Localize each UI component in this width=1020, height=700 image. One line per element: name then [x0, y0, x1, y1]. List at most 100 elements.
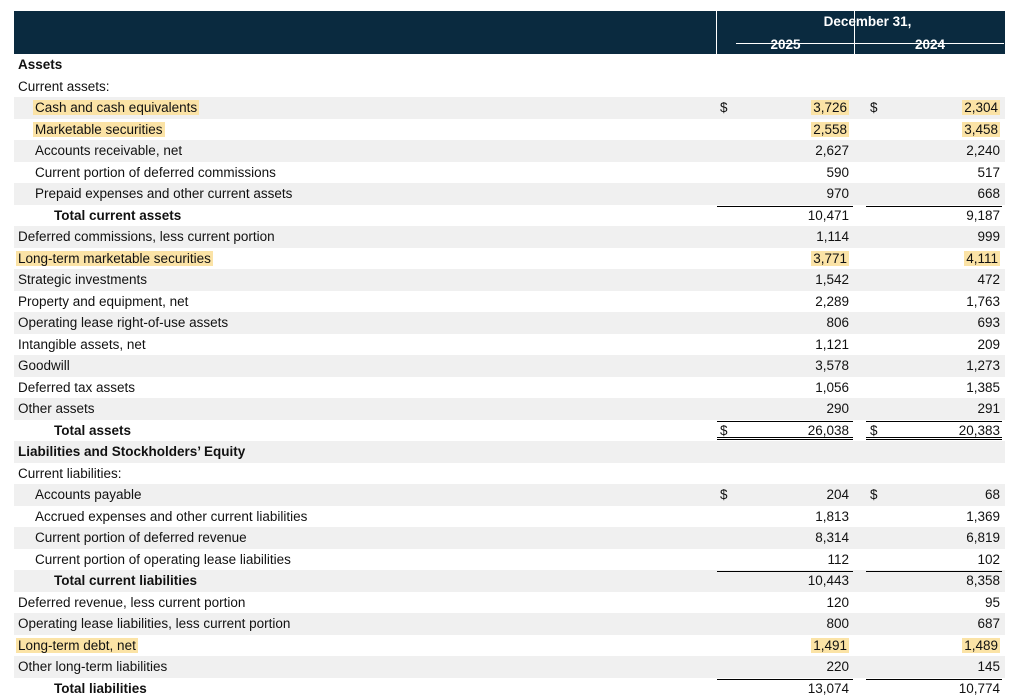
- table-row: Goodwill 3,578 1,273: [14, 355, 1005, 377]
- value-2025-text: 2,558: [811, 121, 849, 137]
- currency-symbol-2024: $: [870, 487, 878, 502]
- value-2025: 806: [774, 312, 849, 334]
- value-2024: 668: [925, 183, 1000, 205]
- value-2025-text: 290: [826, 401, 849, 416]
- row-label: Accrued expenses and other current liabi…: [35, 506, 307, 528]
- table-row: Other long-term liabilities 220 145: [14, 656, 1005, 678]
- row-label-text: Liabilities and Stockholders’ Equity: [18, 444, 246, 459]
- value-2025-text: 204: [826, 487, 849, 502]
- value-2024: 517: [925, 162, 1000, 184]
- row-label: Operating lease liabilities, less curren…: [18, 613, 290, 635]
- value-2024: 68: [925, 484, 1000, 506]
- row-label: Total current liabilities: [54, 570, 197, 592]
- value-2025: 3,578: [774, 355, 849, 377]
- row-label-text: Marketable securities: [33, 121, 165, 137]
- row-label: Assets: [18, 54, 62, 76]
- value-2024-text: 1,489: [962, 637, 1000, 653]
- year-2024-header: 2024: [914, 37, 946, 52]
- value-2025-text: 1,491: [811, 637, 849, 653]
- value-2025-text: 26,038: [807, 422, 849, 438]
- value-2024: 687: [925, 613, 1000, 635]
- currency-symbol-2025: $: [720, 100, 728, 115]
- value-2024-text: 95: [984, 594, 1000, 610]
- currency-symbol-2024: $: [870, 422, 878, 438]
- row-label-text: Total current assets: [54, 207, 182, 223]
- value-2025: 13,074: [774, 678, 849, 700]
- value-2025: 1,813: [774, 506, 849, 528]
- row-label-text: Current liabilities:: [18, 465, 122, 481]
- value-2025-text: 1,542: [815, 272, 849, 287]
- total-rule-2025: [717, 571, 853, 591]
- period-label: December 31,: [823, 14, 912, 29]
- table-row: Assets: [14, 54, 1005, 76]
- value-2025-text: 120: [826, 594, 849, 610]
- table-row: Current portion of deferred commissions 5…: [14, 162, 1005, 184]
- table-row: Deferred commissions, less current porti…: [14, 226, 1005, 248]
- value-2025-text: 2,289: [815, 293, 849, 309]
- table-row: Current portion of operating lease liabi…: [14, 549, 1005, 571]
- row-label-text: Operating lease right-of-use assets: [18, 315, 229, 330]
- row-label: Other long-term liabilities: [18, 656, 167, 678]
- value-2025: 26,038: [774, 420, 849, 442]
- table-row: Cash and cash equivalents $ $3,726 2,304: [14, 97, 1005, 119]
- table-row: Long-term marketable securities 3,771 4,11…: [14, 248, 1005, 270]
- table-row: Total current assets 10,471 9,187: [14, 205, 1005, 227]
- currency-symbol-2025: $: [720, 422, 728, 438]
- value-2024: 1,385: [925, 377, 1000, 399]
- row-label-text: Total liabilities: [54, 680, 147, 696]
- value-2025-text: 970: [826, 186, 849, 201]
- value-2024: 2,240: [925, 140, 1000, 162]
- row-label-text: Property and equipment, net: [18, 293, 189, 309]
- row-label: Long-term debt, net: [16, 635, 138, 657]
- total-rule-2024: [866, 205, 1002, 226]
- row-label: Deferred commissions, less current porti…: [18, 226, 275, 248]
- row-label-text: Cash and cash equivalents: [33, 100, 200, 115]
- value-2024: 95: [925, 592, 1000, 614]
- value-2025: 3,726: [774, 97, 849, 119]
- value-2024: 20,383: [925, 420, 1000, 442]
- table-row: Total liabilities 13,074 10,774: [14, 678, 1005, 700]
- value-2024-text: 10,774: [958, 680, 1000, 696]
- value-2024-text: 1,763: [966, 293, 1000, 309]
- total-rule-2025: [717, 205, 853, 226]
- row-label: Property and equipment, net: [18, 291, 188, 313]
- value-2025-text: 3,578: [815, 358, 849, 373]
- row-label-text: Deferred tax assets: [18, 379, 136, 395]
- value-2025-text: 2,627: [815, 143, 849, 158]
- value-2024-text: 693: [977, 315, 1000, 330]
- table-row: Operating lease right-of-use assets 806 69…: [14, 312, 1005, 334]
- column-divider: [854, 11, 855, 54]
- row-label-text: Current portion of deferred commissions: [35, 164, 276, 180]
- value-2024-text: 687: [977, 616, 1000, 631]
- row-label-text: Deferred revenue, less current portion: [18, 594, 246, 610]
- value-2024: 145: [925, 656, 1000, 678]
- value-2024: 102: [925, 549, 1000, 571]
- value-2025: 120: [774, 592, 849, 614]
- value-2025-text: 3,771: [811, 250, 849, 266]
- row-label: Total current assets: [54, 205, 181, 227]
- row-label-text: Operating lease liabilities, less curren…: [18, 616, 291, 631]
- value-2024: 9,187: [925, 205, 1000, 227]
- value-2025-text: 220: [826, 659, 849, 674]
- table-row: Accounts receivable, net 2,627 2,240: [14, 140, 1005, 162]
- value-2024-text: 145: [977, 659, 1000, 674]
- row-label: Cash and cash equivalents: [33, 97, 200, 119]
- year-2025-header: 2025: [770, 37, 801, 52]
- value-2024: 1,369: [925, 506, 1000, 528]
- table-row: Long-term debt, net 1,491 1,489: [14, 635, 1005, 657]
- currency-symbol-2025: $: [720, 487, 728, 502]
- table-row: Current portion of deferred revenue 8,314…: [14, 527, 1005, 549]
- currency-symbol-2024: $: [870, 100, 878, 115]
- row-label-text: Strategic investments: [18, 272, 148, 287]
- value-2024: 209: [925, 334, 1000, 356]
- value-2025-text: 1,121: [815, 336, 849, 352]
- row-label: Current portion of deferred revenue: [35, 527, 247, 549]
- value-2025: 1,056: [774, 377, 849, 399]
- value-2025: 3,771: [774, 248, 849, 270]
- value-2024: 1,489: [925, 635, 1000, 657]
- value-2025: 970: [774, 183, 849, 205]
- table-row: Total assets $ $26,038 20,383: [14, 420, 1005, 442]
- table-row: Total current liabilities 10,443 8,358: [14, 570, 1005, 592]
- row-label-text: Other assets: [18, 401, 95, 416]
- row-label-text: Total current liabilities: [54, 573, 198, 588]
